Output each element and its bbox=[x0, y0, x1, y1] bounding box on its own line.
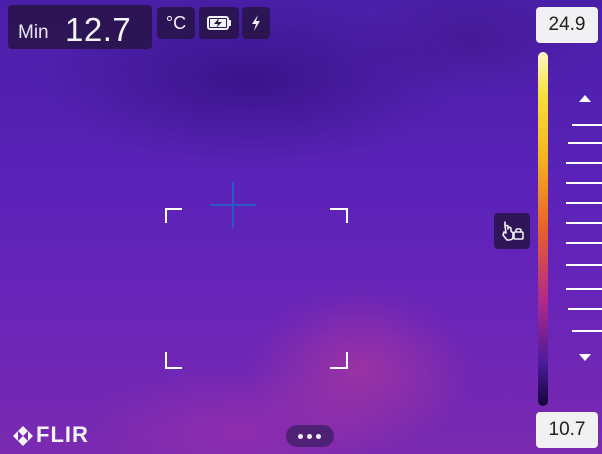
scale-tick bbox=[572, 330, 602, 332]
power-status bbox=[242, 7, 270, 39]
scale-min-value[interactable]: 10.7 bbox=[536, 412, 598, 448]
min-label: Min bbox=[18, 22, 49, 43]
scale-tick bbox=[566, 202, 602, 204]
more-dots-icon bbox=[298, 434, 303, 439]
flir-logo-icon bbox=[13, 426, 33, 447]
scale-lock-button[interactable] bbox=[494, 213, 530, 249]
crosshair-spot bbox=[210, 182, 256, 228]
scale-tick bbox=[566, 162, 602, 164]
min-value: 12.7 bbox=[65, 11, 132, 48]
lightning-bolt-icon bbox=[252, 15, 260, 31]
scale-max-value[interactable]: 24.9 bbox=[536, 7, 598, 43]
scale-tick bbox=[566, 242, 602, 244]
battery-status bbox=[199, 7, 239, 39]
scale-tick bbox=[566, 222, 602, 224]
measurement-area-brackets bbox=[165, 208, 348, 369]
scale-up-arrow-icon[interactable] bbox=[579, 95, 591, 102]
more-dots-icon bbox=[316, 434, 321, 439]
battery-charging-icon bbox=[207, 16, 231, 30]
scale-tick bbox=[572, 124, 602, 126]
more-options-button[interactable] bbox=[286, 425, 334, 447]
scale-ticks[interactable] bbox=[566, 124, 602, 334]
temperature-unit-button[interactable]: °C bbox=[157, 7, 195, 39]
scale-tick bbox=[566, 288, 602, 290]
scale-tick bbox=[568, 308, 602, 310]
flir-logo: FLIR bbox=[12, 422, 89, 448]
scale-tick bbox=[566, 264, 602, 266]
logo-text: FLIR bbox=[36, 422, 89, 447]
color-scale-bar[interactable] bbox=[538, 52, 548, 406]
hand-lock-icon bbox=[502, 221, 524, 241]
more-dots-icon bbox=[307, 434, 312, 439]
scale-tick bbox=[566, 182, 602, 184]
scale-tick bbox=[568, 142, 602, 144]
min-measurement-box[interactable]: Min 12.7 bbox=[8, 5, 152, 49]
scale-down-arrow-icon[interactable] bbox=[579, 354, 591, 361]
